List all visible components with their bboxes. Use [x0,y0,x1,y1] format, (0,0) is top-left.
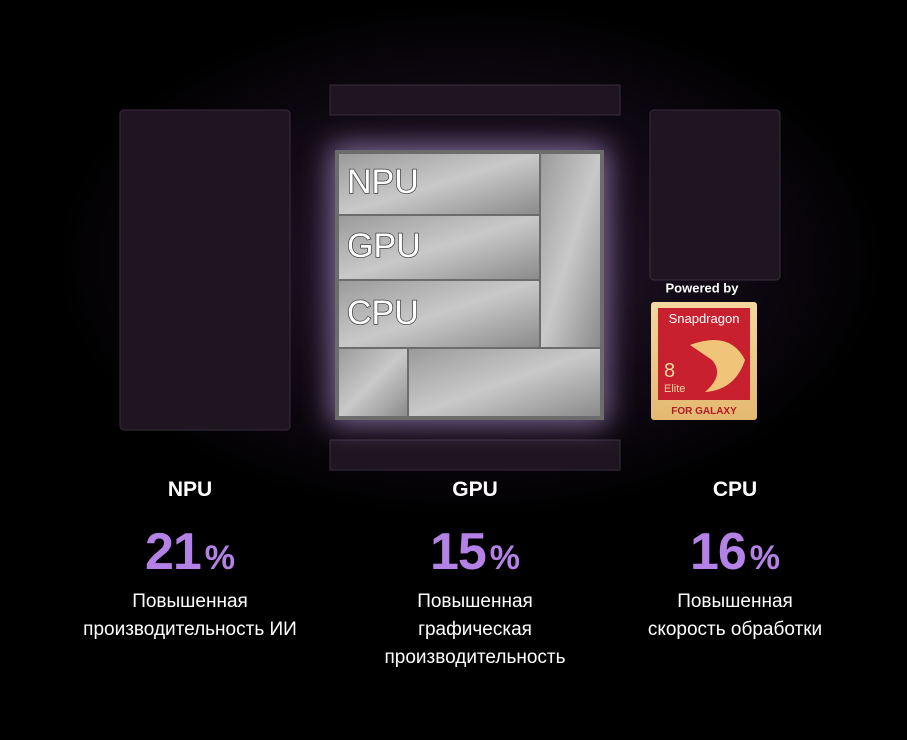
description-line: Повышенная [677,591,793,612]
stat: CPU 16% Повышенная скорость обработки [585,478,885,644]
stat-number: 21% [40,522,340,584]
stat-description: Повышенная графическая производительность [325,588,625,672]
stat-label: CPU [712,478,758,501]
stat-number: 16% [585,522,885,584]
badge-caption: Powered by [666,280,740,295]
stat-unit: % [204,539,236,577]
stat-value: 16 [689,523,747,581]
chip-label: GPU [347,227,421,265]
badge-footer: FOR GALAXY [671,406,737,417]
chip-label: NPU [347,163,419,201]
stat-value: 21 [144,523,202,581]
badge-edition: Elite [664,383,685,395]
badge-brand: Snapdragon [669,311,740,326]
badge-model: 8 [664,360,675,382]
description-line: Повышенная [132,591,248,612]
description-line: производительность ИИ [83,619,297,640]
stat-value: 15 [429,523,487,581]
stat-unit: % [749,539,781,577]
stat: NPU 21% Повышенная производительность ИИ [40,478,340,644]
description-line: графическая [418,619,532,640]
stat-label: GPU [452,478,498,501]
circuit [119,84,781,471]
stat-description: Повышенная производительность ИИ [40,588,340,644]
description-line: скорость обработки [647,619,823,640]
stat-label: NPU [167,478,213,501]
chip-label: CPU [347,294,419,332]
stat-number: 15% [325,522,625,584]
description-line: Повышенная [417,591,533,612]
stat-unit: % [489,539,521,577]
stat: GPU 15% Повышенная графическая производитель… [325,478,625,672]
stat-description: Повышенная скорость обработки [585,588,885,644]
description-line: производительность [384,647,566,668]
badge: Powered by Snapdragon 8 Elite FOR GALAXY [651,280,757,420]
chip [335,150,604,420]
